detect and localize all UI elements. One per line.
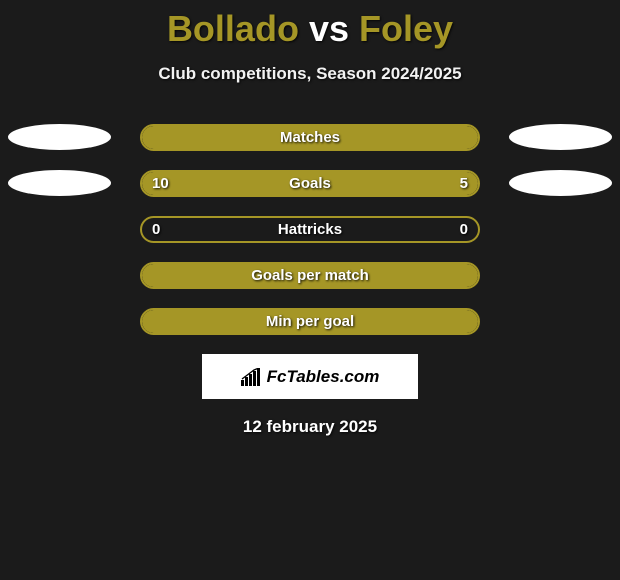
stat-bar-track [140, 216, 480, 243]
stat-row: Goals per match [0, 262, 620, 289]
subtitle: Club competitions, Season 2024/2025 [0, 64, 620, 84]
player2-name: Foley [359, 8, 453, 49]
snapshot-date: 12 february 2025 [0, 417, 620, 437]
stat-bar-fill-left [142, 126, 478, 149]
stat-row: Hattricks00 [0, 216, 620, 243]
stat-row: Matches [0, 124, 620, 151]
vs-text: vs [309, 8, 349, 49]
fctables-logo: FcTables.com [241, 367, 380, 387]
logo-box: FcTables.com [202, 354, 418, 399]
stat-bar-fill-left [142, 310, 478, 333]
stat-bar-track [140, 262, 480, 289]
stat-bar-fill-left [142, 264, 478, 287]
comparison-title: Bollado vs Foley [0, 0, 620, 50]
stat-ellipse-left [8, 124, 111, 150]
bars-icon [241, 368, 263, 386]
player1-name: Bollado [167, 8, 299, 49]
stat-ellipse-right [509, 124, 612, 150]
stat-bar-fill-right [364, 172, 478, 195]
stat-ellipse-left [8, 170, 111, 196]
stat-bar-track [140, 170, 480, 197]
stat-bar-track [140, 308, 480, 335]
stat-bar-fill-left [142, 172, 364, 195]
stat-bar-track [140, 124, 480, 151]
stat-rows: Matches Goals105 Hattricks00 Goals per matc… [0, 124, 620, 335]
stat-row: Goals105 [0, 170, 620, 197]
stat-ellipse-right [509, 170, 612, 196]
logo-text: FcTables.com [267, 367, 380, 387]
stat-row: Min per goal [0, 308, 620, 335]
